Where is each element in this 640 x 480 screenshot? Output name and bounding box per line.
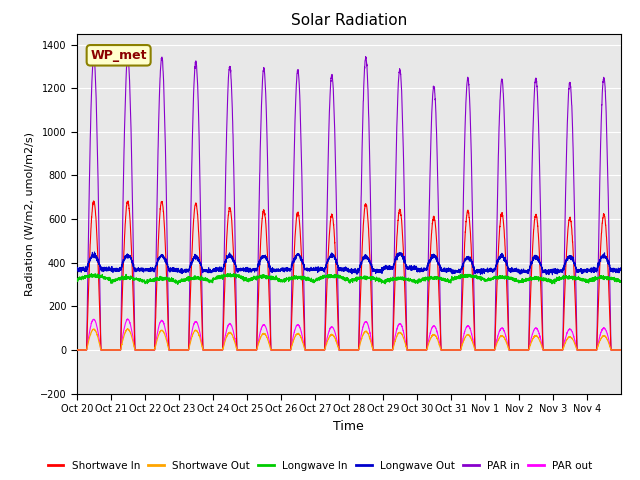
X-axis label: Time: Time <box>333 420 364 432</box>
Title: Solar Radiation: Solar Radiation <box>291 13 407 28</box>
Text: WP_met: WP_met <box>90 49 147 62</box>
Legend: Shortwave In, Shortwave Out, Longwave In, Longwave Out, PAR in, PAR out: Shortwave In, Shortwave Out, Longwave In… <box>44 456 596 475</box>
Y-axis label: Radiation (W/m2, umol/m2/s): Radiation (W/m2, umol/m2/s) <box>24 132 34 296</box>
